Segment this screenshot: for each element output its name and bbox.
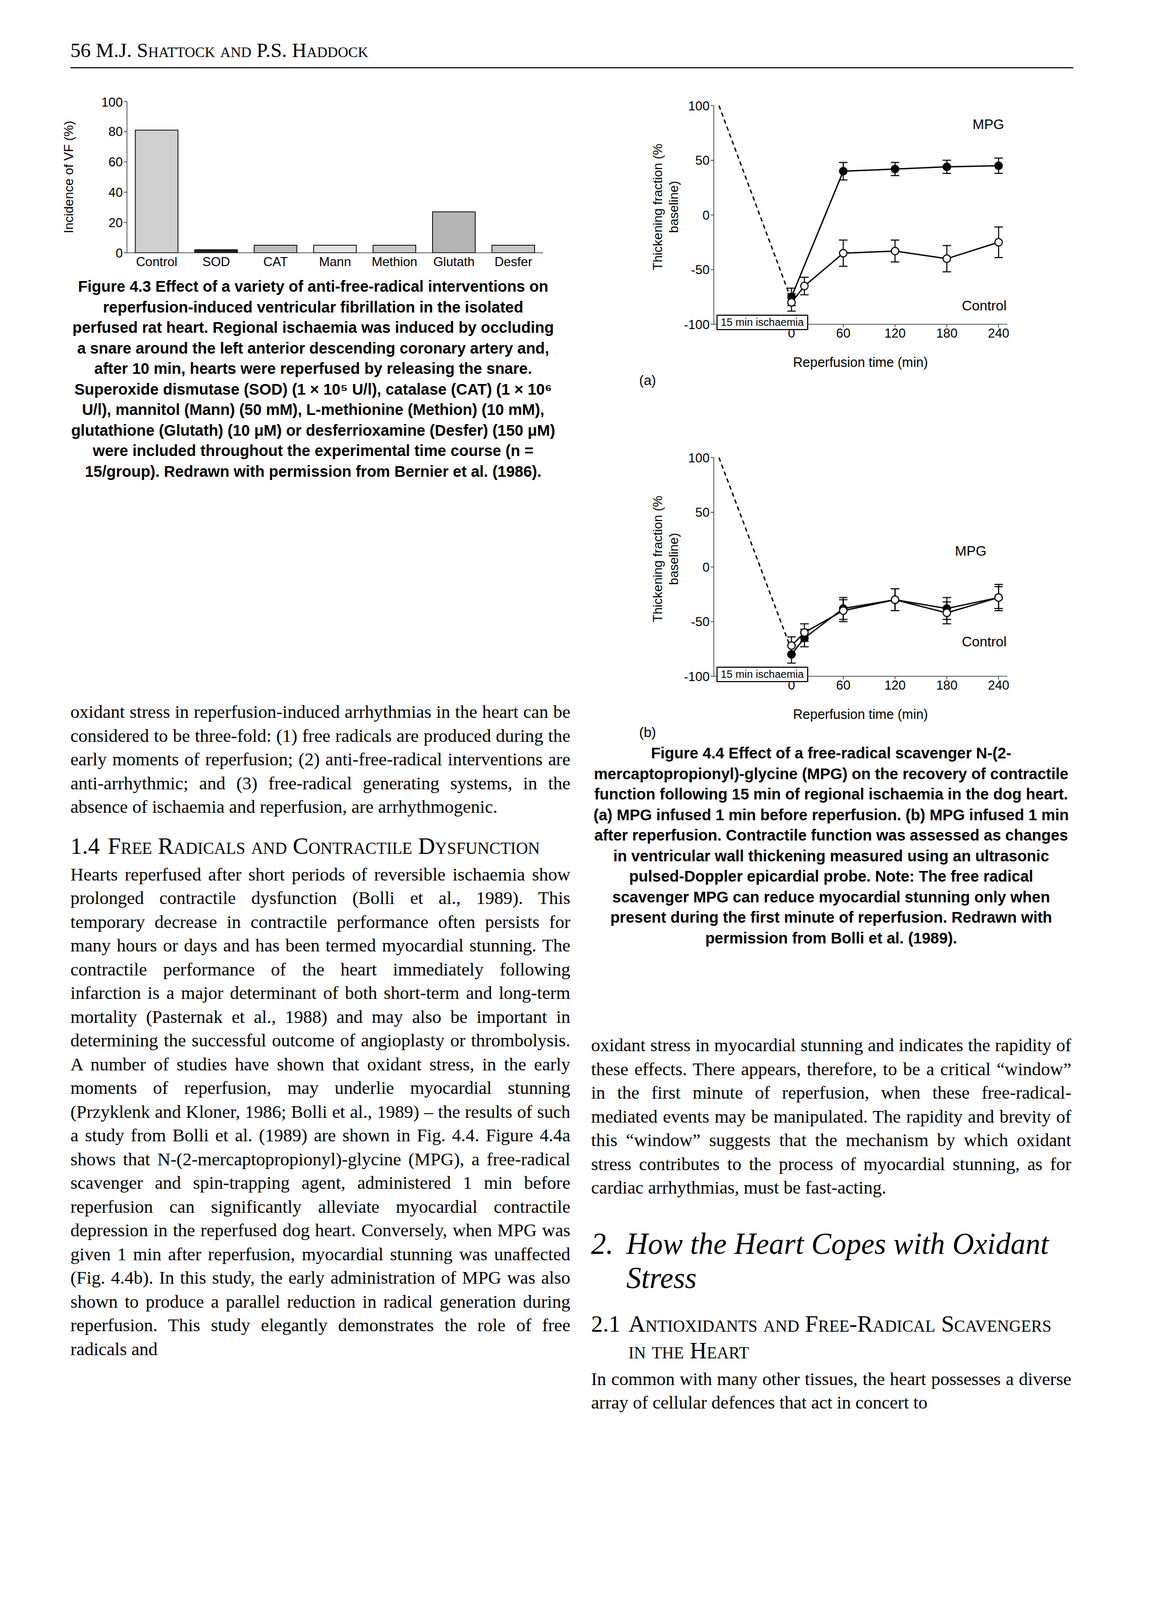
svg-text:Glutath: Glutath (433, 254, 475, 269)
svg-text:-50: -50 (690, 262, 710, 277)
svg-text:60: 60 (108, 154, 123, 170)
svg-text:240: 240 (988, 678, 1010, 693)
html-text:1.4 Free Radicals and Contract: 1.4 Free Radicals and Contractile Dysfun… (70, 833, 540, 860)
svg-text:Reperfusion time (min): Reperfusion time (min) (793, 354, 929, 370)
svg-text:60: 60 (835, 678, 851, 693)
html-text:Hearts reperfused after short: Hearts reperfused after short periods of… (70, 864, 571, 1360)
svg-text:SOD: SOD (202, 254, 230, 269)
svg-text:-100: -100 (683, 669, 710, 684)
svg-text:Incidence of VF (%): Incidence of VF (%) (61, 121, 76, 234)
svg-text:100: 100 (688, 450, 710, 466)
svg-text:0: 0 (702, 208, 710, 223)
html-text:(a): (a) (639, 372, 657, 389)
svg-text:60: 60 (835, 325, 851, 341)
svg-text:Control: Control (136, 254, 178, 269)
svg-text:0: 0 (115, 245, 123, 261)
svg-text:-100: -100 (683, 317, 710, 332)
svg-text:-50: -50 (690, 614, 710, 629)
html-text:In common with many other tiss: In common with many other tissues, the h… (591, 1369, 1072, 1413)
html-text:Control: Control (961, 297, 1007, 314)
svg-text:180: 180 (936, 325, 958, 341)
svg-text:CAT: CAT (263, 254, 289, 269)
svg-text:0: 0 (787, 678, 796, 693)
html-text:Thickening fraction (% baselin: Thickening fraction (% baseline) (650, 495, 681, 623)
html-text:56 M.J. Shattock and P.S. Hadd: 56 M.J. Shattock and P.S. Haddock (70, 38, 369, 62)
html-text:15 min ischaemia: 15 min ischaemia (720, 316, 804, 329)
svg-text:50: 50 (695, 153, 710, 168)
html-text:How the Heart Copes with Oxida: How the Heart Copes with Oxidant Stress (626, 1227, 1049, 1295)
svg-text:0: 0 (702, 560, 710, 575)
html-text:MPG: MPG (972, 116, 1005, 133)
html-text:Figure 4.3 Effect of a variety: Figure 4.3 Effect of a variety of anti-f… (71, 277, 556, 480)
svg-text:180: 180 (936, 678, 958, 693)
html-text:Figure 4.4 Effect of a free-ra: Figure 4.4 Effect of a free-radical scav… (593, 744, 1069, 947)
html-text:Control: Control (961, 633, 1007, 650)
svg-text:0: 0 (787, 325, 796, 341)
html-text:MPG: MPG (954, 543, 987, 560)
html-text:oxidant stress in myocardial s: oxidant stress in myocardial stunning an… (591, 1035, 1072, 1198)
html-text:2.1 Antioxidants and Free-Radi: 2.1 Antioxidants and Free-Radical Scaven… (591, 1311, 1052, 1364)
html-text:2.: 2. (591, 1227, 614, 1261)
svg-text:40: 40 (108, 185, 123, 200)
svg-text:120: 120 (884, 678, 906, 693)
svg-text:Methion: Methion (371, 254, 418, 269)
html-text:Thickening fraction (% baselin: Thickening fraction (% baseline) (650, 143, 681, 271)
html-text:oxidant stress in reperfusion-: oxidant stress in reperfusion-induced ar… (70, 702, 571, 817)
svg-text:Mann: Mann (319, 254, 352, 269)
svg-text:50: 50 (695, 505, 710, 520)
html-text:15 min ischaemia: 15 min ischaemia (720, 668, 804, 681)
html-text:(b): (b) (639, 724, 657, 741)
svg-text:120: 120 (884, 325, 906, 341)
svg-text:240: 240 (988, 325, 1010, 341)
svg-text:Desfer: Desfer (494, 254, 533, 269)
svg-text:80: 80 (108, 124, 123, 139)
svg-text:100: 100 (688, 98, 710, 114)
svg-text:Reperfusion time (min): Reperfusion time (min) (793, 706, 929, 722)
svg-text:100: 100 (101, 94, 123, 110)
svg-text:20: 20 (108, 215, 123, 230)
